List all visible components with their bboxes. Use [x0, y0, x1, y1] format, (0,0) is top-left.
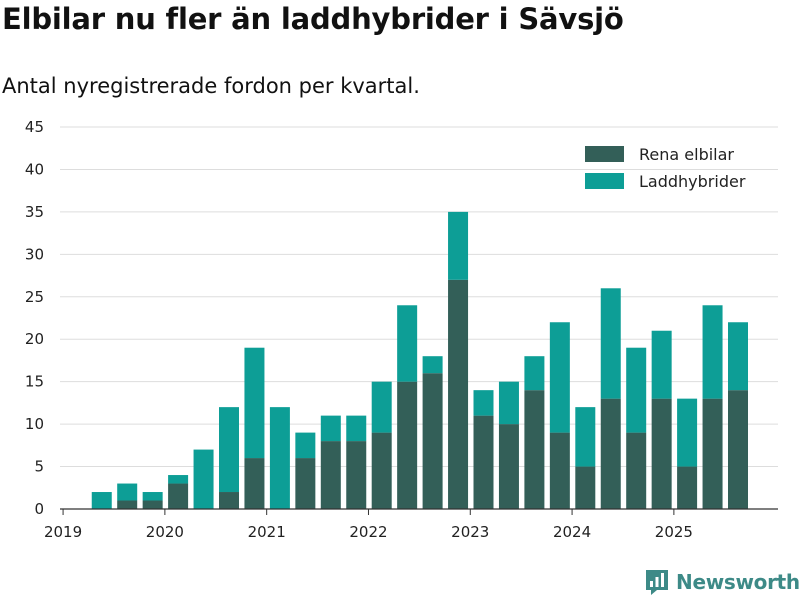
- y-tick-label: 45: [25, 118, 44, 136]
- chart-subtitle: Antal nyregistrerade fordon per kvartal.: [2, 74, 420, 98]
- bar-rena-elbilar: [702, 398, 723, 509]
- legend-label: Laddhybrider: [639, 172, 746, 191]
- chart-title: Elbilar nu fler än laddhybrider i Sävsjö: [2, 2, 624, 36]
- bar-rena-elbilar: [219, 492, 239, 509]
- bar-laddhybrider: [346, 415, 367, 442]
- x-tick-label: 2020: [146, 523, 184, 541]
- bar-laddhybrider: [524, 356, 545, 391]
- bar-laddhybrider: [168, 475, 189, 484]
- y-tick-label: 5: [34, 458, 44, 476]
- bar-rena-elbilar: [346, 441, 367, 509]
- newsworthy-logo-icon: [646, 570, 668, 595]
- bar-laddhybrider: [295, 432, 316, 459]
- y-tick-label: 40: [25, 160, 44, 178]
- bar-laddhybrider: [193, 449, 214, 509]
- bar-rena-elbilar: [142, 500, 163, 509]
- bar-laddhybrider: [651, 330, 672, 399]
- x-tick-label: 2019: [44, 523, 82, 541]
- y-tick-label: 10: [25, 415, 44, 433]
- bar-rena-elbilar: [575, 466, 596, 509]
- bar-laddhybrider: [575, 407, 596, 467]
- legend-swatch: [585, 146, 624, 162]
- bar-laddhybrider: [397, 305, 418, 382]
- y-axis: 0 5 10 15 20 25 30 35 40 45: [25, 118, 44, 518]
- bar-laddhybrider: [117, 483, 138, 501]
- bar-laddhybrider: [677, 398, 698, 467]
- bar-laddhybrider: [626, 347, 647, 433]
- bar-rena-elbilar: [320, 441, 341, 509]
- bar-rena-elbilar: [168, 483, 189, 509]
- bar-rena-elbilar: [244, 458, 265, 509]
- bar-rena-elbilar: [295, 458, 316, 509]
- bar-rena-elbilar: [626, 432, 647, 509]
- y-tick-label: 15: [25, 373, 44, 391]
- y-tick-label: 35: [25, 203, 44, 221]
- bar-laddhybrider: [473, 390, 494, 416]
- bar-rena-elbilar: [728, 390, 748, 509]
- brand-name: Newsworthy: [676, 570, 800, 594]
- legend: Rena elbilar Laddhybrider: [585, 145, 746, 191]
- bar-laddhybrider: [600, 288, 621, 399]
- bar-rena-elbilar: [422, 373, 443, 509]
- bar-laddhybrider: [422, 356, 443, 374]
- bar-laddhybrider: [269, 407, 290, 509]
- x-tick-label: 2023: [451, 523, 489, 541]
- legend-swatch: [585, 173, 624, 189]
- bar-rena-elbilar: [448, 279, 469, 509]
- bars: [91, 211, 748, 509]
- x-tick-label: 2025: [655, 523, 693, 541]
- bar-laddhybrider: [728, 322, 748, 391]
- bar-laddhybrider: [142, 492, 163, 501]
- bar-laddhybrider: [549, 322, 570, 433]
- y-tick-label: 0: [34, 500, 44, 518]
- bar-laddhybrider: [702, 305, 723, 399]
- x-tick-label: 2022: [349, 523, 387, 541]
- brand: Newsworthy: [644, 568, 800, 596]
- bar-rena-elbilar: [397, 381, 418, 509]
- bar-rena-elbilar: [117, 500, 138, 509]
- x-tick-label: 2021: [248, 523, 286, 541]
- bar-laddhybrider: [91, 492, 112, 509]
- y-tick-label: 20: [25, 330, 44, 348]
- bar-rena-elbilar: [524, 390, 545, 509]
- bar-laddhybrider: [320, 415, 341, 442]
- bar-rena-elbilar: [498, 424, 519, 509]
- bar-rena-elbilar: [371, 432, 392, 509]
- bar-rena-elbilar: [473, 415, 494, 509]
- bar-laddhybrider: [448, 211, 469, 280]
- bar-laddhybrider: [244, 347, 265, 459]
- y-tick-label: 30: [25, 245, 44, 263]
- legend-label: Rena elbilar: [639, 145, 734, 164]
- bar-laddhybrider: [371, 381, 392, 433]
- x-tick-label: 2024: [553, 523, 591, 541]
- bar-rena-elbilar: [651, 398, 672, 509]
- bar-laddhybrider: [219, 407, 239, 493]
- y-tick-label: 25: [25, 288, 44, 306]
- bar-laddhybrider: [498, 381, 519, 425]
- x-axis: 2019 2020 2021 2022 2023 2024 2025: [44, 508, 778, 541]
- bar-rena-elbilar: [600, 398, 621, 509]
- bar-rena-elbilar: [549, 432, 570, 509]
- bar-rena-elbilar: [677, 466, 698, 509]
